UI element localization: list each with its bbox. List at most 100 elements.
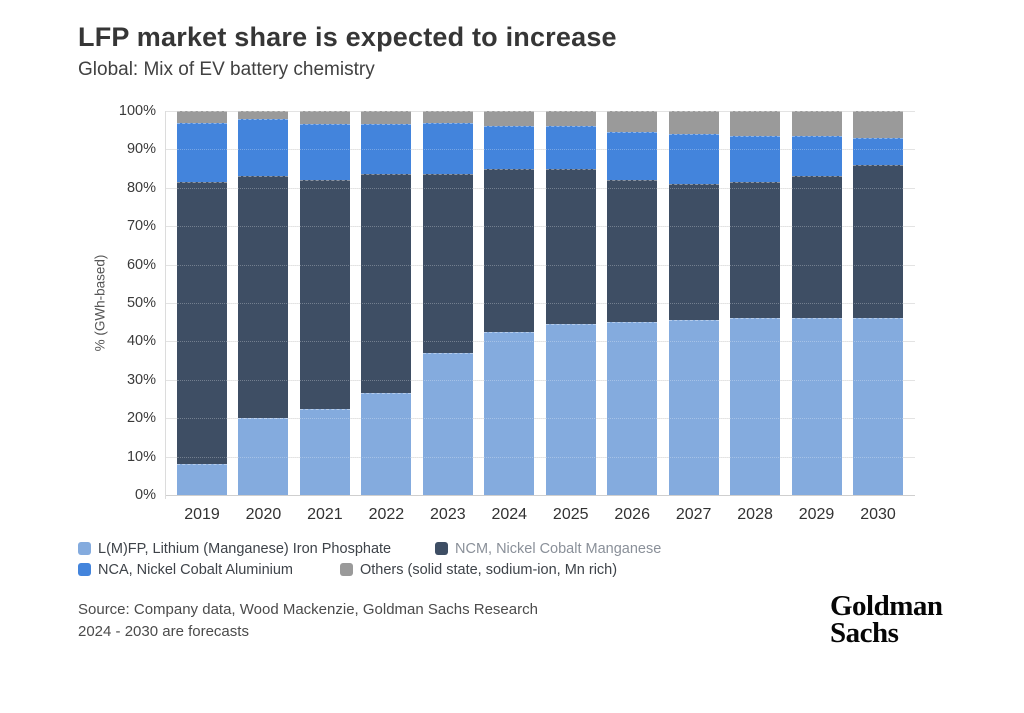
x-tick-2019: 2019: [184, 506, 220, 523]
x-tick-2025: 2025: [552, 506, 589, 523]
logo-line-2: Sachs: [830, 617, 899, 649]
bar-2030: [852, 111, 903, 495]
bar-2028-segment-nca: [730, 135, 781, 183]
bar-2025-segment-others: [545, 111, 596, 127]
bar-2027-segment-ncm: [668, 183, 719, 321]
bar-2027-segment-others: [668, 111, 719, 135]
x-tick-2026: 2026: [614, 506, 650, 523]
bar-2022-segment-lfp: [361, 393, 412, 495]
bar-2029-segment-nca: [791, 135, 842, 177]
bar-2021: [299, 111, 350, 495]
bar-2029-segment-ncm: [791, 176, 842, 319]
bar-2024-segment-lfp: [484, 331, 535, 495]
bar-2026-segment-lfp: [607, 322, 658, 495]
legend-label-nca: NCA, Nickel Cobalt Aluminium: [98, 561, 294, 578]
bar-2019-segment-others: [177, 111, 227, 123]
bar-2026: [607, 111, 658, 495]
bar-2019-segment-lfp: [177, 464, 227, 495]
legend-row-2: NCA, Nickel Cobalt Aluminium Others (soli…: [78, 559, 661, 580]
chart-legend: L(M)FP, Lithium (Manganese) Iron Phospha…: [78, 538, 661, 580]
y-tick-90: 90%: [126, 141, 156, 158]
bar-2023-segment-others: [422, 111, 473, 123]
bar-2029: [791, 111, 842, 495]
bar-2020-segment-nca: [238, 118, 289, 177]
bar-2022-segment-nca: [361, 124, 412, 175]
legend-label-lfp: L(M)FP, Lithium (Manganese) Iron Phospha…: [98, 540, 392, 557]
bar-2027: [668, 111, 719, 495]
y-tick-20: 20%: [126, 410, 156, 427]
bar-2030-segment-others: [852, 111, 903, 138]
bar-2021-segment-nca: [299, 124, 350, 181]
gridline-100: [165, 111, 915, 112]
bar-2027-segment-lfp: [668, 320, 719, 495]
y-tick-60: 60%: [126, 256, 156, 273]
bar-2022: [361, 111, 412, 495]
logo-line-1: Goldman: [830, 590, 943, 622]
source-line-1: Source: Company data, Wood Mackenzie, Go…: [78, 601, 538, 618]
y-tick-100: 100%: [118, 103, 156, 119]
bar-2028-segment-lfp: [730, 318, 781, 495]
bar-2022-segment-others: [361, 111, 412, 125]
y-axis-ticks: 0% 10% 20% 30% 40% 50% 60% 70% 80% 90% 100%: [98, 103, 156, 503]
y-tick-0: 0%: [135, 487, 156, 503]
bar-2021-segment-others: [299, 111, 350, 125]
x-tick-2027: 2027: [675, 506, 712, 523]
bar-group: [165, 111, 915, 495]
bar-2030-segment-nca: [852, 137, 903, 165]
bar-2023-segment-nca: [422, 122, 473, 175]
y-tick-70: 70%: [126, 218, 156, 235]
x-tick-2021: 2021: [307, 506, 343, 523]
legend-label-ncm: NCM, Nickel Cobalt Manganese: [455, 540, 662, 557]
bar-2019: [177, 111, 227, 495]
bar-2030-segment-lfp: [852, 318, 903, 495]
bar-2029-segment-lfp: [791, 318, 842, 495]
x-tick-2030: 2030: [860, 506, 896, 523]
x-tick-2028: 2028: [737, 506, 773, 523]
x-tick-2023: 2023: [430, 506, 466, 523]
legend-swatch-nca: [78, 563, 91, 576]
bar-2020-segment-lfp: [238, 418, 289, 495]
bar-2030-segment-ncm: [852, 164, 903, 319]
y-tick-80: 80%: [126, 179, 156, 196]
gridline-50: [165, 303, 915, 304]
legend-swatch-lfp: [78, 542, 91, 555]
bar-2023: [422, 111, 473, 495]
bar-2025-segment-nca: [545, 126, 596, 169]
y-tick-40: 40%: [126, 333, 156, 350]
x-tick-2029: 2029: [798, 506, 835, 523]
bar-2025-segment-lfp: [545, 324, 596, 495]
bar-2024-segment-ncm: [484, 168, 535, 332]
bar-2028: [730, 111, 781, 495]
legend-item-lfp: L(M)FP, Lithium (Manganese) Iron Phospha…: [78, 541, 435, 557]
x-axis-ticks: 2019 2020 2021 2022 2023 2024 2025 2026 2027 2028…: [165, 506, 915, 524]
bar-2019-segment-nca: [177, 122, 227, 183]
x-tick-2022: 2022: [368, 506, 405, 523]
source-note: Source: Company data, Wood Mackenzie, Go…: [78, 599, 538, 643]
bar-2023-segment-ncm: [422, 174, 473, 353]
plot-area: [165, 111, 915, 499]
legend-item-nca: NCA, Nickel Cobalt Aluminium: [78, 562, 340, 578]
gridline-70: [165, 226, 915, 227]
bar-2019-segment-ncm: [177, 182, 227, 465]
gridline-30: [165, 380, 915, 381]
bar-2025-segment-ncm: [545, 168, 596, 325]
legend-item-ncm: NCM, Nickel Cobalt Manganese: [435, 541, 661, 557]
bar-2023-segment-lfp: [422, 352, 473, 495]
x-tick-2024: 2024: [491, 506, 528, 523]
bar-2020: [238, 111, 289, 495]
gridline-0: [165, 495, 915, 496]
bar-2026-segment-ncm: [607, 180, 658, 323]
legend-swatch-others: [340, 563, 353, 576]
legend-row-1: L(M)FP, Lithium (Manganese) Iron Phospha…: [78, 538, 661, 559]
goldman-sachs-logo: Goldman Sachs: [830, 590, 943, 649]
bar-2029-segment-others: [791, 111, 842, 136]
bar-2028-segment-ncm: [730, 182, 781, 319]
x-tick-2020: 2020: [245, 506, 282, 523]
y-tick-10: 10%: [126, 448, 156, 465]
y-tick-30: 30%: [126, 371, 156, 388]
gridline-90: [165, 149, 915, 150]
gridline-80: [165, 188, 915, 189]
bar-2025: [545, 111, 596, 495]
bar-2020-segment-others: [238, 111, 289, 119]
